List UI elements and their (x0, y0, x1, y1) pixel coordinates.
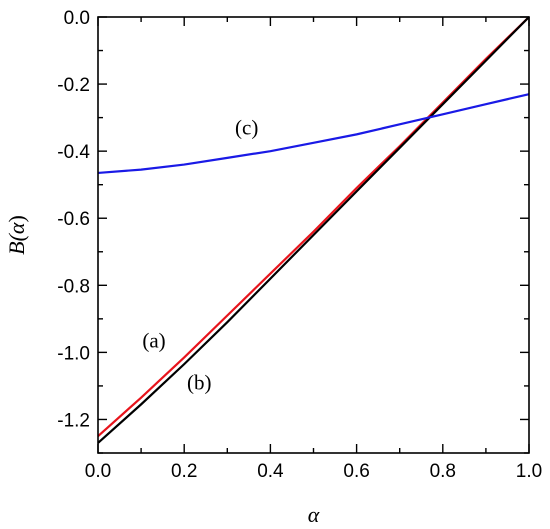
annotations: (a) (b) (c) (142, 115, 258, 394)
y-tick-label: -0.2 (57, 75, 90, 96)
x-tick-label: 0.6 (343, 461, 369, 482)
y-tick-label: -1.2 (57, 410, 90, 431)
y-tick-label: -0.6 (57, 209, 90, 230)
series-line-2 (97, 93, 530, 175)
y-axis-label-var: α (4, 222, 29, 234)
x-tick-label: 0.0 (85, 461, 111, 482)
y-axis-label-main: B( (4, 232, 29, 254)
y-tick-label: -0.8 (57, 276, 90, 297)
series-lines (97, 16, 530, 444)
x-tick-label: 0.4 (257, 461, 284, 482)
y-tick-label: -1.0 (57, 343, 90, 364)
curve-label: (c) (235, 115, 258, 139)
y-axis-label: B(α) (4, 215, 29, 255)
curve-label: (b) (187, 370, 212, 394)
x-tick-label: 1.0 (516, 461, 542, 482)
axis-ticks (97, 16, 530, 454)
curve-label: (a) (142, 328, 165, 352)
tick-labels: 0.0 0.2 0.4 0.6 0.8 1.0 0.0 -0.2 -0.4 -0.6 -0.8 -1.… (57, 8, 542, 482)
x-tick-label: 0.2 (171, 461, 197, 482)
x-tick-label: 0.8 (430, 461, 456, 482)
y-tick-label: 0.0 (64, 8, 90, 29)
series-line-1 (97, 16, 530, 444)
y-tick-label: -0.4 (57, 142, 90, 163)
y-axis-label-close: ) (4, 215, 29, 222)
x-axis-label: α (308, 502, 320, 527)
series-line-0 (97, 16, 530, 438)
